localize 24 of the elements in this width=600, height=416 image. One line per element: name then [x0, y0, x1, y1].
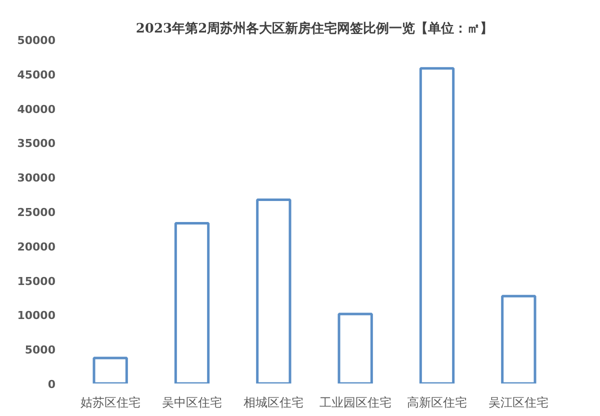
bar [501, 294, 536, 384]
y-tick-label: 50000 [17, 34, 56, 47]
y-tick-label: 35000 [17, 137, 56, 150]
bar [174, 222, 210, 384]
bar [256, 198, 292, 384]
x-tick-label: 姑苏区住宅 [80, 396, 140, 410]
chart-title: 2023年第2周苏州各大区新房住宅网签比例一览【单位：㎡】 [136, 20, 494, 36]
x-tick-label: 吴中区住宅 [162, 396, 222, 410]
bar [92, 356, 128, 384]
y-tick-label: 25000 [17, 206, 56, 219]
y-tick-label: 10000 [17, 309, 56, 322]
y-tick-label: 45000 [17, 68, 56, 82]
y-tick-label: 40000 [17, 102, 56, 116]
y-tick-label: 20000 [17, 240, 56, 254]
x-tick-label: 工业园区住宅 [319, 396, 392, 410]
y-tick-label: 15000 [17, 274, 56, 288]
bar [338, 312, 373, 384]
bar [419, 67, 455, 384]
y-tick-label: 0 [48, 378, 56, 391]
y-tick-label: 5000 [24, 344, 56, 357]
x-tick-label: 吴江区住宅 [488, 396, 549, 410]
x-tick-label: 高新区住宅 [407, 396, 467, 410]
y-tick-label: 30000 [17, 172, 56, 185]
x-tick-label: 相城区住宅 [244, 396, 304, 410]
